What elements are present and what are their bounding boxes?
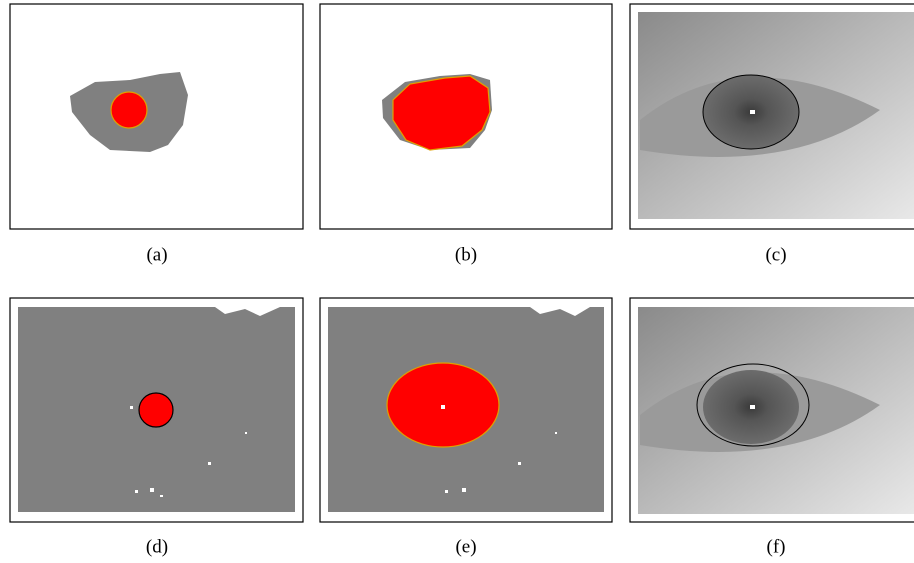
fit-circle bbox=[138, 392, 174, 428]
frame bbox=[9, 3, 304, 230]
panel-a: (a) bbox=[9, 3, 304, 265]
frame bbox=[9, 297, 304, 523]
fit-circle bbox=[110, 91, 148, 129]
fit-ellipse bbox=[392, 75, 491, 151]
caption: (f) bbox=[767, 536, 786, 557]
frame bbox=[319, 297, 613, 523]
caption: (a) bbox=[146, 244, 167, 265]
panel-d: (d) bbox=[9, 297, 304, 557]
panel-b: (b) bbox=[319, 3, 613, 265]
glint bbox=[750, 405, 755, 409]
glint bbox=[750, 110, 755, 114]
noise bbox=[441, 405, 557, 493]
caption: (b) bbox=[455, 244, 477, 265]
fit-ellipse bbox=[702, 74, 800, 150]
panel-f: (f) bbox=[629, 297, 914, 557]
frame bbox=[629, 3, 914, 230]
noise bbox=[130, 406, 247, 497]
panel-c: (c) bbox=[629, 3, 914, 265]
caption: (c) bbox=[765, 244, 786, 265]
caption: (d) bbox=[146, 536, 168, 557]
panel-e: (e) bbox=[319, 297, 613, 557]
fit-ellipse bbox=[696, 363, 810, 447]
frame bbox=[319, 3, 613, 230]
caption: (e) bbox=[455, 536, 476, 557]
frame bbox=[629, 297, 914, 523]
